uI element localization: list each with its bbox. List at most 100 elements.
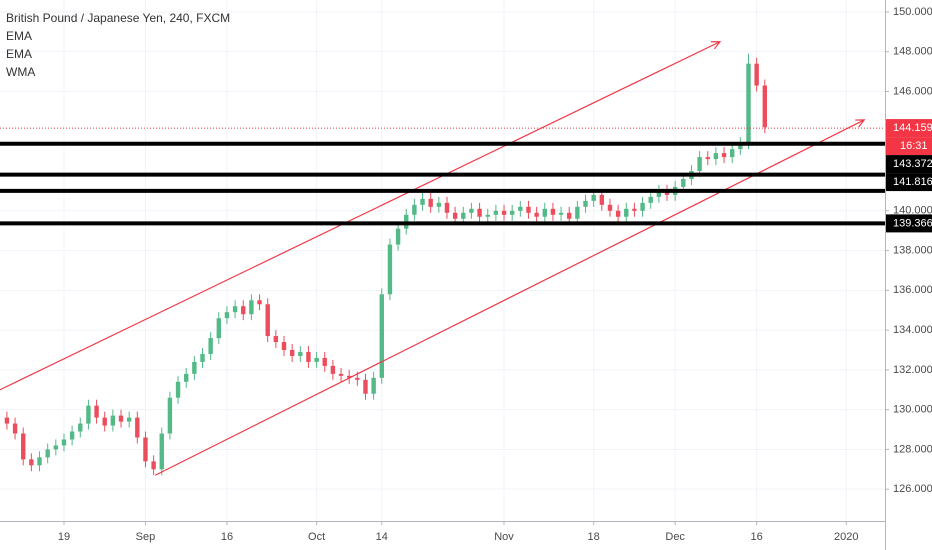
- y-tick-label: 134.000: [893, 324, 932, 336]
- candle-body: [94, 405, 99, 418]
- candle-body: [762, 85, 767, 128]
- candle-body: [534, 212, 539, 217]
- candle-body: [135, 417, 140, 438]
- level-label: 141.816: [893, 176, 932, 188]
- candle-body: [379, 294, 384, 378]
- x-tick-label: Oct: [308, 531, 325, 543]
- y-tick-label: 148.000: [893, 46, 932, 58]
- candle-body: [216, 318, 222, 339]
- level-label-box: [886, 214, 932, 233]
- candle-body: [713, 153, 719, 160]
- chart-title: British Pound / Japanese Yen, 240, FXCM: [6, 11, 230, 25]
- candle-body: [754, 63, 759, 86]
- candle-body: [21, 433, 26, 460]
- candle-body: [12, 423, 18, 434]
- candle-body: [265, 304, 270, 337]
- candle-body: [37, 457, 42, 466]
- grid: [0, 0, 885, 521]
- candle-body: [436, 202, 442, 207]
- candle-body: [363, 379, 368, 394]
- x-tick-label: 18: [588, 531, 600, 543]
- candle-body: [583, 200, 588, 207]
- y-tick-label: 146.000: [893, 85, 932, 97]
- trend-line: [154, 119, 865, 476]
- candle-body: [558, 212, 564, 215]
- candle-body: [469, 208, 474, 213]
- candle-body: [143, 437, 148, 462]
- candle-body: [412, 204, 417, 215]
- candle-body: [624, 208, 629, 217]
- candle-body: [526, 206, 531, 213]
- candle-body: [53, 445, 59, 450]
- x-tick-label: 16: [751, 531, 763, 543]
- candle-body: [705, 157, 710, 160]
- candle-body: [746, 63, 751, 144]
- candle-body: [461, 212, 466, 219]
- candle-body: [567, 212, 572, 219]
- last-price-label: 144.159: [893, 122, 932, 134]
- candle-body: [257, 300, 262, 305]
- candle-body: [721, 153, 727, 158]
- candle-body: [346, 375, 352, 378]
- candle-body: [249, 300, 254, 315]
- candle-body: [371, 377, 376, 394]
- y-tick-label: 132.000: [893, 364, 932, 376]
- candle-body: [281, 342, 287, 350]
- candle-body: [151, 461, 156, 470]
- x-tick-label: Dec: [665, 531, 685, 543]
- candle-body: [61, 439, 67, 446]
- candle-body: [45, 449, 50, 458]
- candle-body: [232, 306, 238, 313]
- candle-body: [493, 210, 499, 215]
- candle-body: [509, 210, 515, 215]
- countdown-label: 16:31: [900, 140, 928, 152]
- candle-body: [640, 202, 645, 211]
- candle-body: [501, 210, 507, 215]
- candle-body: [118, 415, 124, 422]
- candle-body: [395, 228, 401, 245]
- candle-body: [338, 373, 344, 376]
- y-tick-label: 136.000: [893, 284, 932, 296]
- candle-body: [591, 194, 596, 201]
- x-tick-label: 19: [58, 531, 70, 543]
- candle-body: [306, 351, 311, 362]
- candle-body: [485, 214, 490, 217]
- plot-area: [0, 41, 885, 476]
- legend-entry: EMA: [6, 47, 32, 61]
- candle-body: [289, 349, 295, 356]
- trend-arrow: [710, 41, 722, 50]
- x-tick-label: 16: [221, 531, 233, 543]
- level-label: 139.366: [893, 217, 932, 229]
- candle-body: [241, 306, 246, 315]
- trend-line: [0, 41, 721, 391]
- candle-body: [126, 417, 132, 422]
- candle-body: [322, 357, 327, 366]
- x-tick-label: 14: [376, 531, 388, 543]
- y-tick-label: 138.000: [893, 244, 932, 256]
- level-label: 143.372: [893, 158, 932, 170]
- y-tick-label: 130.000: [893, 404, 932, 416]
- candle-body: [330, 365, 336, 374]
- candle-body: [550, 208, 556, 215]
- y-tick-label: 126.000: [893, 483, 932, 495]
- candle-body: [575, 206, 580, 219]
- candle-body: [298, 351, 303, 356]
- candle-body: [444, 202, 450, 213]
- candle-body: [200, 353, 205, 362]
- last-price-box: [886, 119, 932, 138]
- level-label-box: [886, 173, 932, 192]
- candle-body: [697, 157, 702, 172]
- x-tick-label: Nov: [494, 531, 514, 543]
- candle-body: [29, 459, 34, 466]
- candle-body: [518, 206, 523, 211]
- candle-body: [4, 417, 10, 424]
- candle-body: [420, 198, 425, 205]
- candle-body: [599, 194, 605, 205]
- candle-body: [314, 357, 319, 362]
- candle-body: [452, 212, 458, 219]
- candle-body: [738, 143, 743, 150]
- candle-body: [681, 178, 686, 187]
- candle-body: [648, 196, 653, 203]
- candle-body: [428, 198, 433, 207]
